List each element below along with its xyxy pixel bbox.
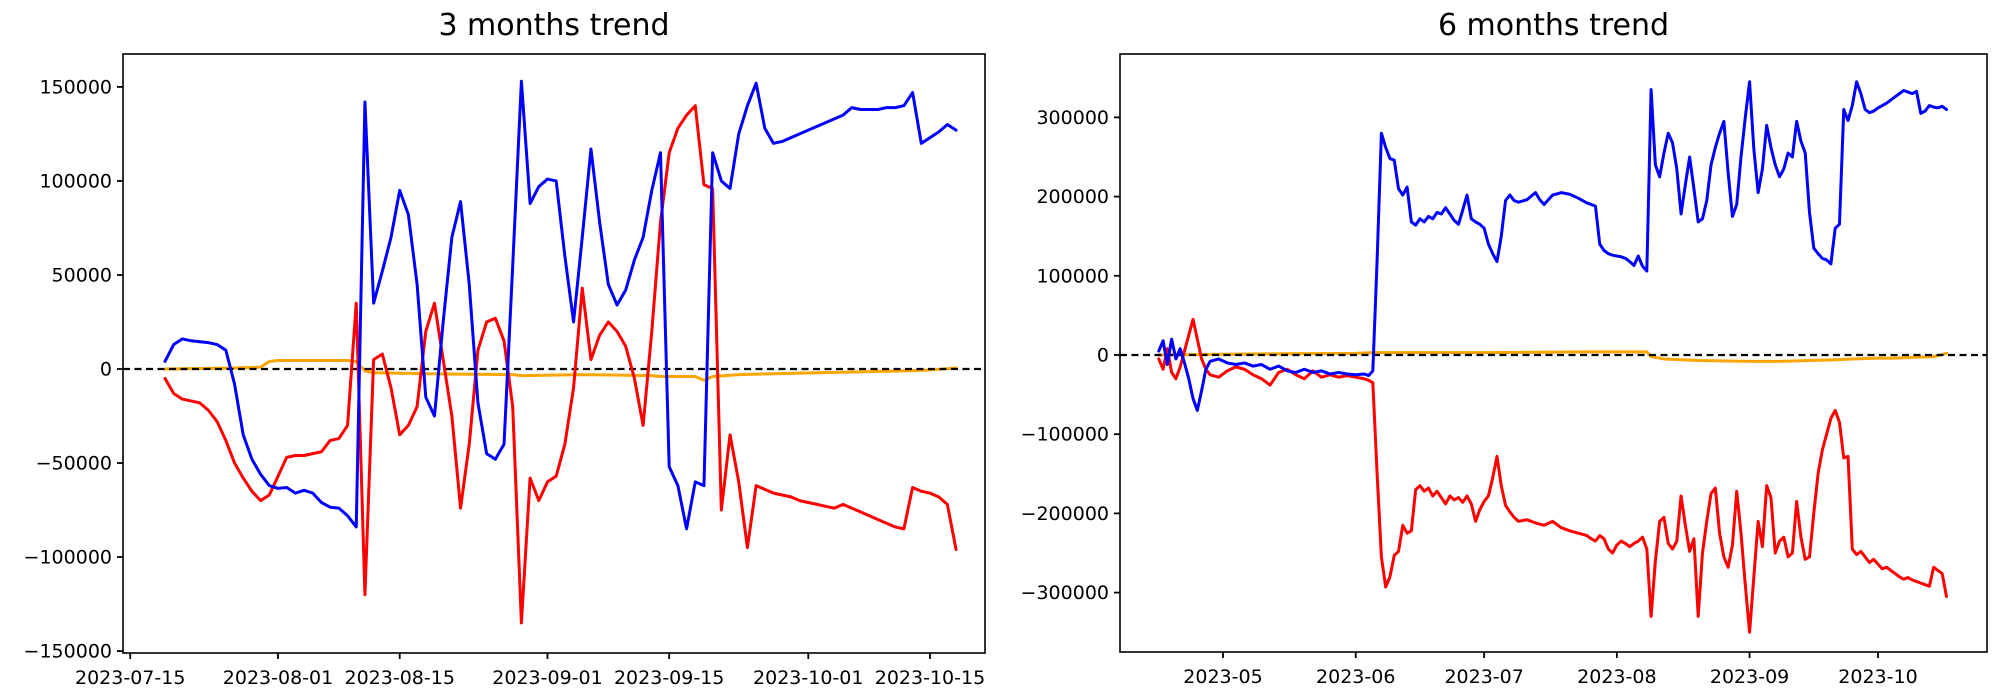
y-tick-label: 300000	[1036, 107, 1109, 129]
y-tick-label: −300000	[1021, 582, 1109, 604]
orange-series-line	[163, 359, 958, 382]
right-chart-title: 6 months trend	[1437, 8, 1670, 43]
plot-border	[1119, 53, 1988, 653]
y-tick-label: 200000	[1036, 186, 1109, 208]
chart-1: 300000 200000 100000 0 −100000 −200000 −300000…	[1021, 53, 1988, 688]
x-tick-label: 2023-07	[1444, 666, 1523, 688]
blue-series-line	[1157, 80, 1948, 412]
x-tick-label: 2023-10	[1838, 666, 1917, 688]
x-tick-label: 2023-07-15	[75, 667, 185, 689]
y-tick-label: −100000	[24, 547, 112, 569]
x-tick-label: 2023-08-01	[223, 667, 333, 689]
y-tick-label: 100000	[39, 170, 112, 192]
plot-border	[122, 53, 986, 654]
x-tick-label: 2023-09-01	[492, 667, 602, 689]
orange-series-line	[1157, 350, 1948, 363]
y-tick-label: −200000	[1021, 503, 1109, 525]
x-tick-label: 2023-09-15	[614, 667, 724, 689]
blue-series-line	[163, 79, 958, 531]
x-tick-label: 2023-05	[1183, 666, 1262, 688]
left-chart-title: 3 months trend	[438, 8, 670, 43]
y-tick-label: −100000	[1021, 424, 1109, 446]
chart-0: 150000 100000 50000 0 −50000 −100000 −150000 20…	[24, 53, 986, 689]
x-tick-label: 2023-08-15	[344, 667, 454, 689]
x-tick-label: 2023-10-15	[875, 667, 985, 689]
y-tick-label: 50000	[52, 264, 112, 286]
y-tick-label: 150000	[39, 76, 112, 98]
y-tick-label: −150000	[24, 641, 112, 663]
x-tick-label: 2023-09	[1710, 666, 1789, 688]
y-tick-label: 0	[1097, 345, 1109, 367]
red-series-line	[163, 104, 958, 625]
y-tick-label: 0	[100, 359, 112, 381]
y-tick-label: 100000	[1036, 265, 1109, 287]
x-tick-label: 2023-06	[1316, 666, 1395, 688]
x-tick-label: 2023-08	[1577, 666, 1656, 688]
red-series-line	[1157, 317, 1948, 634]
y-tick-label: −50000	[36, 453, 112, 475]
x-tick-label: 2023-10-01	[753, 667, 863, 689]
